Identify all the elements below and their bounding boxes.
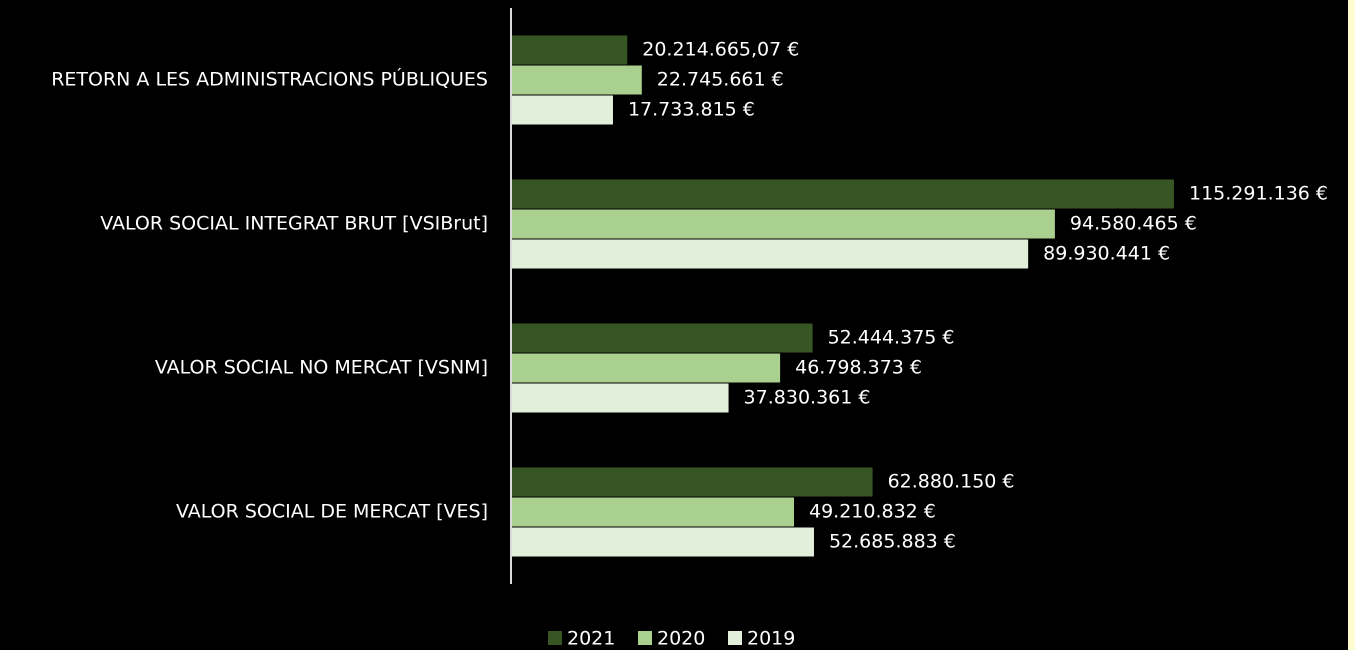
value-label: 52.444.375 € <box>828 327 955 349</box>
legend-label: 2019 <box>747 628 795 650</box>
category-label: RETORN A LES ADMINISTRACIONS PÚBLIQUES <box>51 67 488 91</box>
value-label: 62.880.150 € <box>888 471 1015 493</box>
category-label: VALOR SOCIAL NO MERCAT [VSNM] <box>155 357 488 379</box>
value-label: 37.830.361 € <box>744 387 871 409</box>
bar <box>511 497 794 527</box>
bar <box>511 467 873 497</box>
legend-label: 2020 <box>657 628 705 650</box>
bar <box>511 179 1174 209</box>
bar <box>511 239 1029 269</box>
legend-swatch <box>728 631 742 645</box>
bar <box>511 323 813 353</box>
value-label: 46.798.373 € <box>795 357 922 379</box>
bar <box>511 353 781 383</box>
bar <box>511 65 642 95</box>
value-label: 22.745.661 € <box>657 69 784 91</box>
bar <box>511 35 628 65</box>
bar <box>511 383 729 413</box>
value-label: 52.685.883 € <box>829 531 956 553</box>
value-label: 115.291.136 € <box>1189 183 1328 205</box>
bar <box>511 95 613 125</box>
legend-swatch <box>548 631 562 645</box>
value-label: 49.210.832 € <box>809 501 936 523</box>
category-label: VALOR SOCIAL DE MERCAT [VES] <box>176 501 488 523</box>
value-label: 20.214.665,07 € <box>642 39 799 61</box>
value-label: 17.733.815 € <box>628 99 755 121</box>
category-label: VALOR SOCIAL INTEGRAT BRUT [VSIBrut] <box>100 213 488 235</box>
value-label: 89.930.441 € <box>1043 243 1170 265</box>
bar <box>511 527 814 557</box>
legend-label: 2021 <box>567 628 615 650</box>
legend-swatch <box>638 631 652 645</box>
value-label: 94.580.465 € <box>1070 213 1197 235</box>
bar <box>511 209 1055 239</box>
frame-edge <box>1348 0 1355 650</box>
